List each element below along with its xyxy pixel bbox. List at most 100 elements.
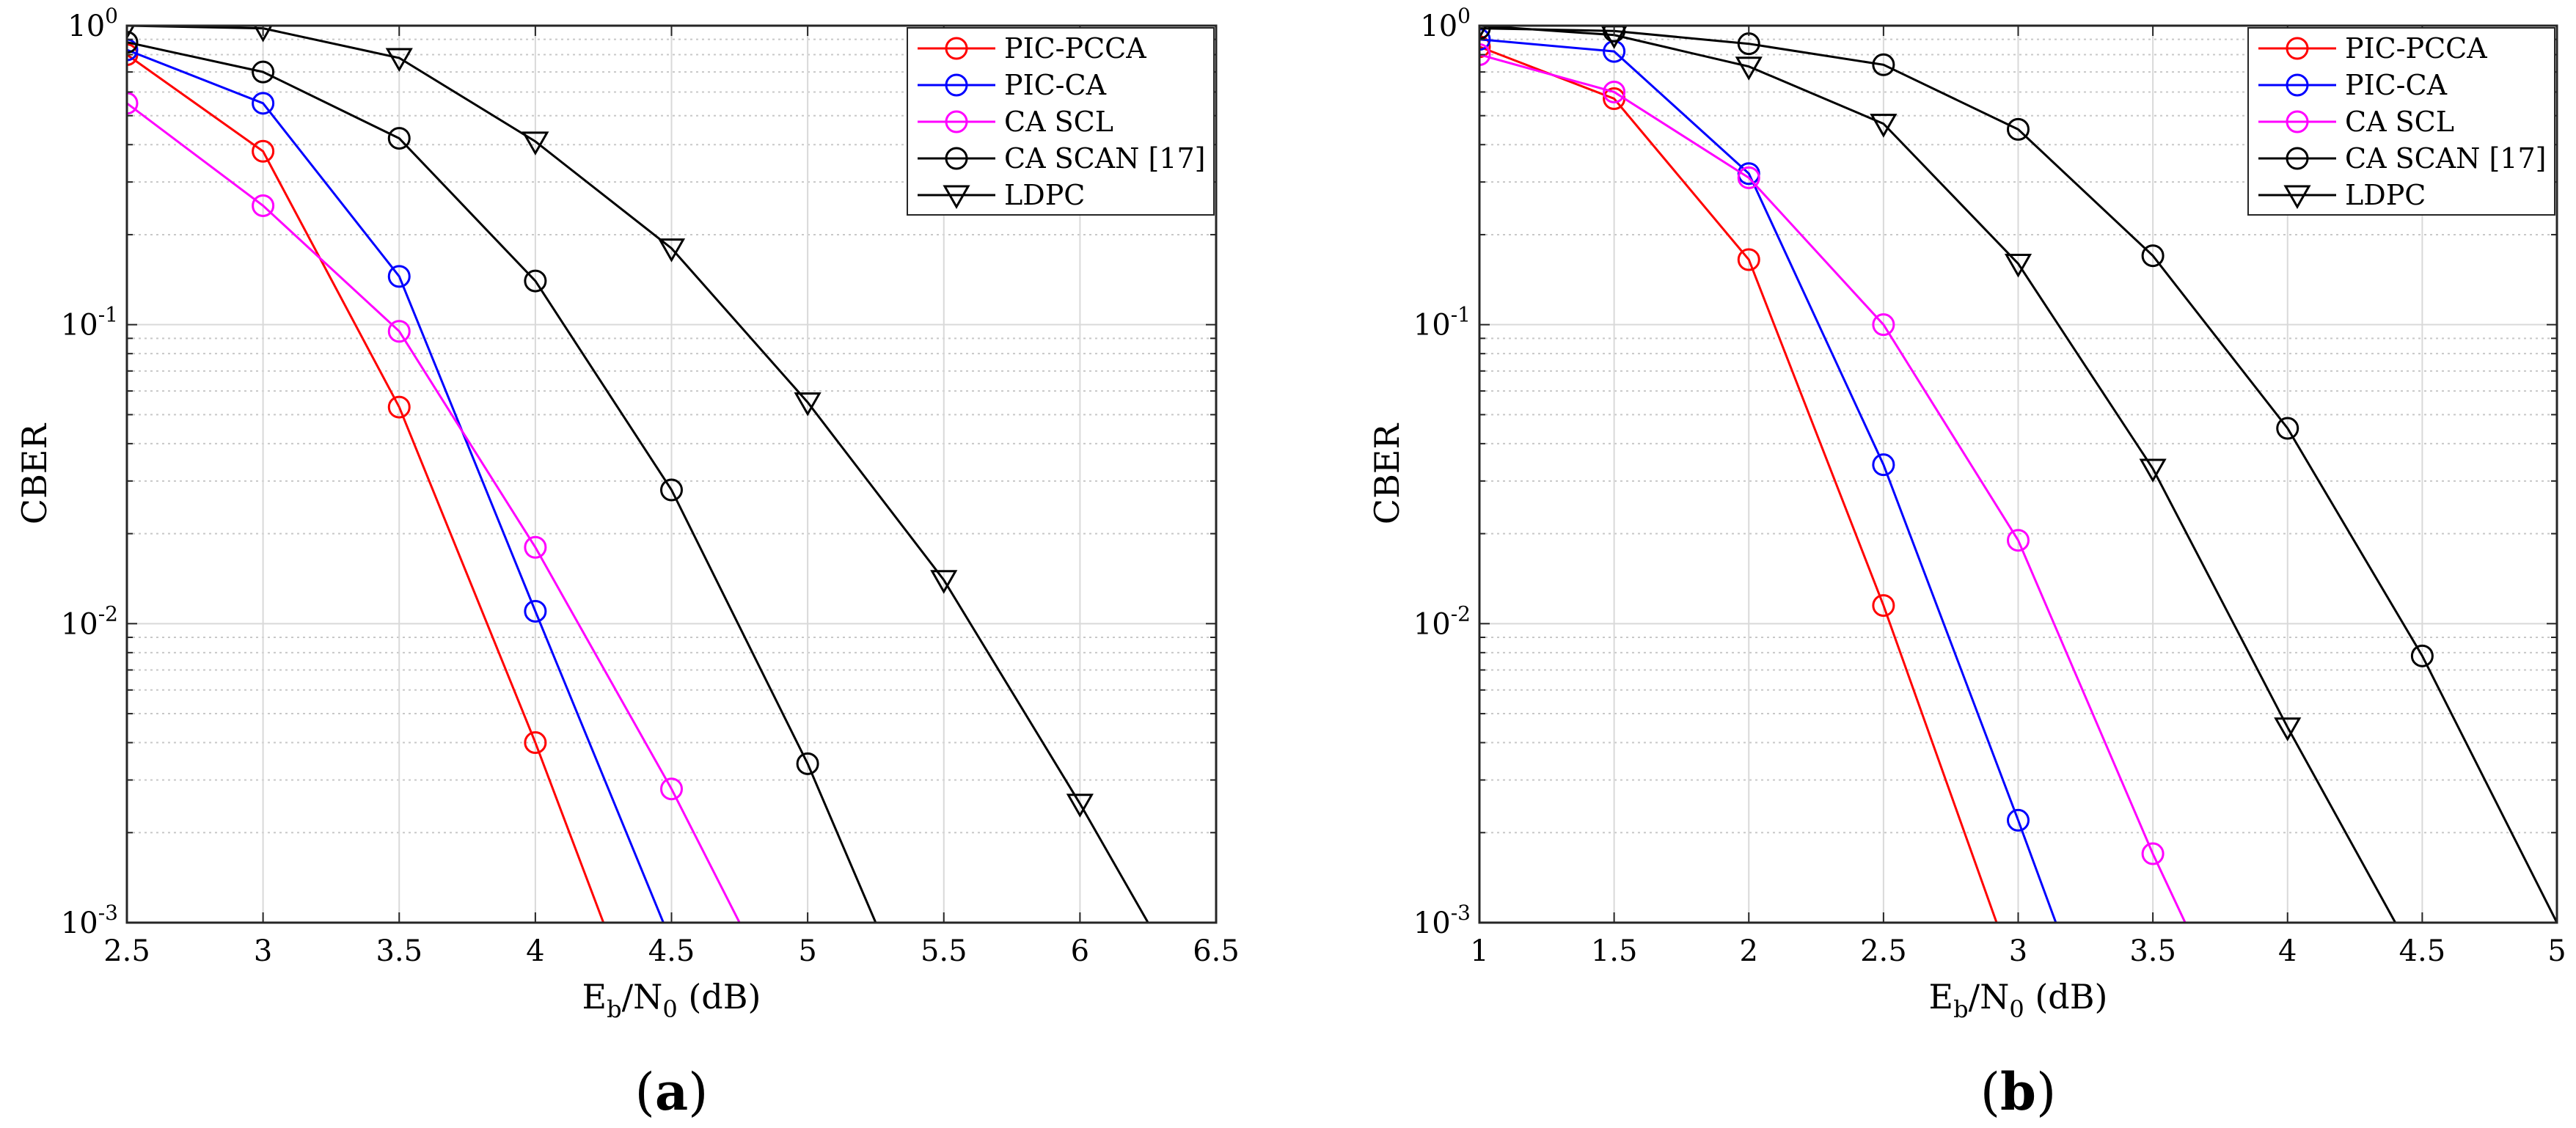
data-point [794,392,822,417]
data-point [2410,644,2434,667]
data-point [657,238,686,263]
data-point [1603,80,1626,103]
legend-marker [945,73,968,97]
series-line-ldpc [1479,26,2397,923]
legend-label: PIC-CA [2345,69,2448,101]
legend-label: PIC-PCCA [2345,32,2487,65]
data-point [127,92,139,115]
x-tick-label: 6.5 [1193,934,1240,968]
x-tick-label: 5.5 [921,934,967,968]
x-tick-label: 2.5 [103,934,150,968]
series-group [127,26,1149,923]
legend-marker [945,147,968,170]
x-tick-label: 2 [1740,934,1758,968]
data-point [387,127,411,150]
data-point [127,31,139,54]
data-point [127,38,139,62]
data-point [1735,56,1763,81]
data-point [796,752,819,775]
data-point [385,48,413,73]
series-line-pic-ca [127,48,665,923]
legend-marker [2286,110,2309,133]
y-tick-label: 100 [1420,4,1471,43]
panel-label: (b) [1980,1061,2057,1122]
x-axis-label: Eb/N0 (dB) [1929,977,2108,1023]
data-point [1479,26,1491,40]
data-point [1479,35,1491,59]
series-line-ca-scl [1479,54,2187,923]
y-axis-label: CBER [1367,423,1407,525]
data-point [524,269,547,293]
legend-marker [2286,37,2309,60]
legend-marker [2283,185,2311,210]
data-point [387,395,411,419]
data-point [2276,417,2299,440]
legend-marker [2286,73,2309,97]
legend-marker [943,185,970,210]
y-tick-label: 10-3 [61,901,118,940]
data-point [2007,529,2030,552]
x-tick-label: 3.5 [376,934,422,968]
data-point [1872,594,1895,618]
y-axis-label: CBER [15,423,54,525]
data-point [387,265,411,288]
y-tick-label: 10-1 [1413,303,1471,343]
data-point [660,478,683,502]
data-point [1872,453,1895,477]
chart-panel-a: 2.5 3 3.5 4 4.5 5 5.5 6 6.5 100 10-1 10-2 10-3 Eb/N0 … [15,4,1240,1122]
legend-label: PIC-CA [1004,69,1107,101]
data-point [1737,166,1760,189]
data-point [1479,43,1491,67]
legend-marker [945,37,968,60]
legend-marker [2286,147,2309,170]
data-point [1872,53,1895,76]
data-point [2274,717,2302,741]
data-point [524,731,547,755]
x-tick-label: 5 [2547,934,2566,968]
data-point [252,60,275,84]
data-point [1479,26,1488,40]
series-line-pic-pcca [127,54,605,923]
data-point [2141,842,2165,865]
data-point [2141,244,2165,268]
legend-label: LDPC [2345,179,2426,211]
series-line-ca-scan-17- [1479,27,2557,923]
x-tick-label: 4.5 [2399,934,2446,968]
series-line-ldpc [127,26,1149,923]
data-point [127,26,135,40]
x-tick-label: 1 [1470,934,1488,968]
series-line-pic-ca [1479,38,2057,923]
legend-marker [945,110,968,133]
data-point [252,92,275,115]
data-point [524,535,547,559]
data-point [2007,117,2030,141]
series-group [1479,26,2557,923]
data-point [1737,248,1760,271]
series-line-ca-scan-17- [127,41,877,923]
x-tick-label: 1.5 [1591,934,1638,968]
x-tick-label: 5 [798,934,816,968]
data-point [1870,114,1898,138]
data-point [1479,28,1491,51]
chart-panel-b: 1 1.5 2 2.5 3 3.5 4 4.5 5 100 10-1 10-2 10-3 Eb/N0 (d… [1367,4,2566,1122]
y-tick-label: 100 [67,4,118,43]
series-line-ca-scl [127,102,741,923]
legend-label: CA SCAN [17] [2345,142,2546,175]
x-tick-label: 3.5 [2129,934,2176,968]
y-tick-label: 10-1 [61,303,118,343]
legend-label: CA SCAN [17] [1004,142,1205,175]
data-point [1872,313,1895,337]
x-tick-label: 4 [526,934,544,968]
data-point [2139,458,2167,483]
x-tick-label: 4.5 [648,934,695,968]
data-point [252,139,275,163]
legend: PIC-PCCA PIC-CA CA SCL CA SCAN [17] LDPC [907,27,1215,216]
x-tick-label: 3 [254,934,272,968]
legend-label: PIC-PCCA [1004,32,1146,65]
data-point [522,131,549,155]
legend-label: CA SCL [2345,106,2454,138]
data-point [930,570,958,594]
x-tick-label: 4 [2278,934,2297,968]
x-tick-label: 2.5 [1860,934,1907,968]
